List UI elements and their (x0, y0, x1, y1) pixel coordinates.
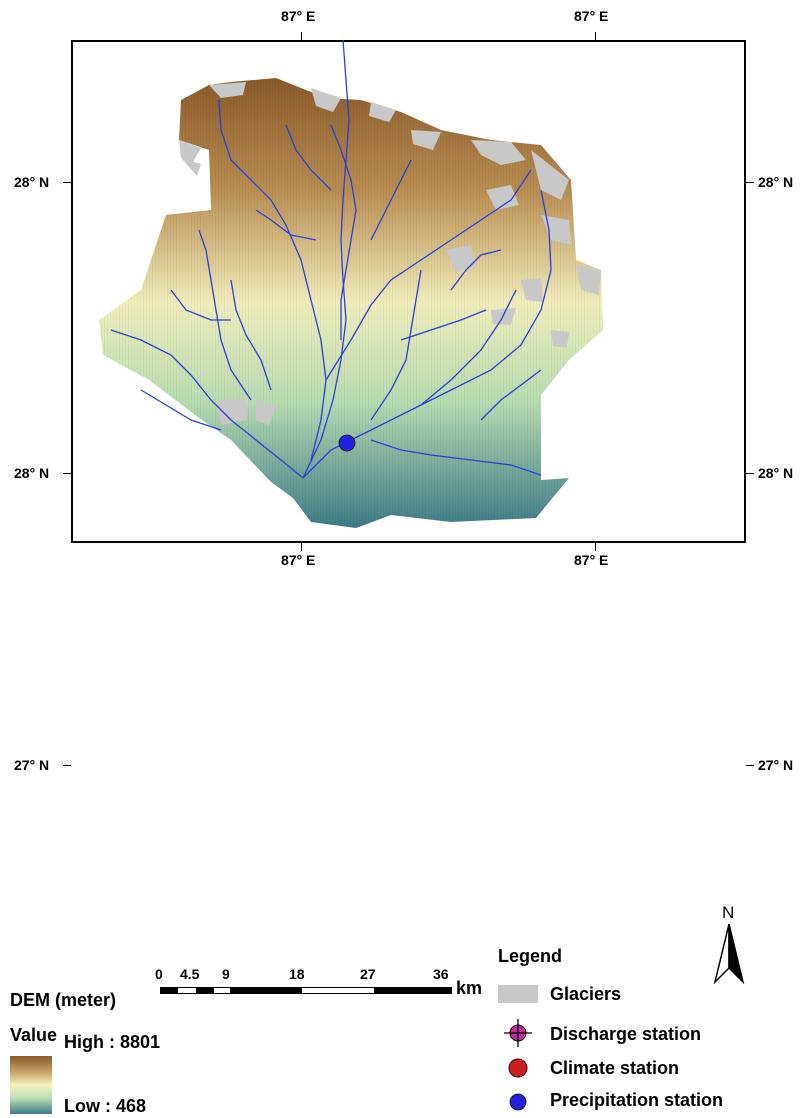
lat-label-right-upper: 28° N (758, 174, 794, 190)
scale-tick-27: 27 (360, 966, 376, 982)
legend-item-precipitation-station: Precipitation station (550, 1090, 724, 1110)
scale-segment (161, 988, 178, 993)
north-arrow-icon (713, 923, 745, 984)
dem-low-label: Low : 468 (64, 1096, 147, 1116)
legend-item-glaciers: Glaciers (550, 984, 622, 1004)
frame-tick (746, 765, 754, 766)
frame-tick (595, 543, 596, 551)
scale-segment (178, 988, 196, 993)
legend-item-climate-station: Climate station (550, 1058, 680, 1078)
dem-legend-value-label: Value (10, 1025, 58, 1045)
lon-label-top-right: 87° E (574, 8, 609, 24)
lon-label-bottom-right: 87° E (574, 552, 609, 568)
scale-tick-18: 18 (289, 966, 305, 982)
lat-label-right-lower: 27° N (758, 757, 794, 773)
lat-label-right-middle: 28° N (758, 465, 794, 481)
frame-tick (301, 543, 302, 551)
scale-segment (374, 988, 451, 993)
scale-segment (196, 988, 214, 993)
river-network (110, 40, 552, 479)
glaciers (179, 82, 601, 425)
scale-bar (160, 987, 452, 994)
precipitation-station-icon (509, 1093, 527, 1111)
precipitation-stations (338, 434, 356, 452)
scale-segment (230, 988, 302, 993)
frame-tick (63, 182, 71, 183)
glacier-swatch-icon (498, 985, 538, 1003)
lat-label-left-lower: 27° N (14, 757, 50, 773)
frame-tick (746, 473, 754, 474)
lon-label-top-left: 87° E (281, 8, 316, 24)
dem-color-ramp (10, 1056, 52, 1114)
scale-tick-0: 0 (155, 966, 163, 982)
dem-map (99, 40, 603, 528)
frame-tick (63, 765, 71, 766)
scale-tick-4-5: 4.5 (180, 966, 200, 982)
lon-label-bottom-left: 87° E (281, 552, 316, 568)
scale-unit: km (456, 978, 483, 998)
terrain-hatch (99, 78, 603, 528)
frame-tick (746, 182, 754, 183)
lat-label-left-middle: 28° N (14, 465, 50, 481)
frame-tick (595, 32, 596, 40)
dem-legend-title: DEM (meter) (10, 990, 117, 1010)
north-label: N (722, 903, 735, 922)
scale-segment (214, 988, 230, 993)
frame-tick (63, 473, 71, 474)
precipitation-station-marker[interactable] (338, 434, 356, 452)
discharge-station-icon (504, 1019, 532, 1047)
climate-station-icon (508, 1058, 528, 1078)
scale-tick-9: 9 (222, 966, 230, 982)
lat-label-left-upper: 28° N (14, 174, 50, 190)
legend-title: Legend (498, 946, 563, 966)
legend-item-discharge-station: Discharge station (550, 1024, 702, 1044)
frame-tick (301, 32, 302, 40)
scale-segment (302, 988, 374, 993)
scale-tick-36: 36 (433, 966, 449, 982)
dem-high-label: High : 8801 (64, 1032, 161, 1052)
